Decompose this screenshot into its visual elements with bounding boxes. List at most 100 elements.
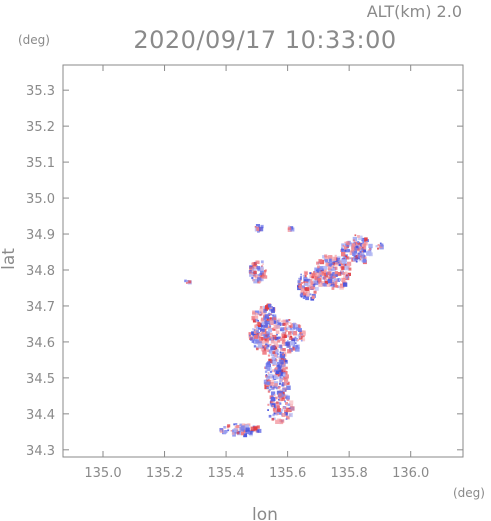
echo-cell [269, 325, 272, 328]
echo-cell [298, 284, 300, 286]
echo-cell [251, 268, 257, 273]
echo-cell [259, 227, 264, 232]
echo-cell [271, 356, 275, 360]
echo-cell [295, 344, 300, 349]
echo-cell [252, 271, 255, 274]
echo-cell [306, 278, 311, 283]
x-unit-label: (deg) [453, 486, 485, 500]
echo-cell [258, 331, 260, 334]
echo-cell [278, 336, 281, 340]
echo-cell [281, 320, 283, 323]
x-tick-label: 135.8 [331, 466, 368, 481]
y-tick-label: 35.2 [26, 120, 55, 135]
echo-cell [289, 328, 295, 334]
echo-cell [331, 284, 335, 288]
echo-cell [245, 427, 250, 432]
echo-cell [257, 428, 262, 433]
x-tick-label: 136.0 [392, 466, 429, 481]
echo-cell [352, 236, 358, 242]
y-tick-label: 34.6 [26, 336, 55, 351]
echo-cell [271, 405, 274, 408]
echo-cell [357, 242, 361, 245]
echo-cell [322, 255, 326, 259]
echo-cell [261, 278, 264, 282]
echo-cell [249, 271, 252, 275]
echo-cell [253, 329, 256, 331]
echo-cell [284, 335, 287, 338]
echo-cell [294, 338, 299, 342]
echo-cell [265, 326, 268, 330]
echo-cell [284, 412, 288, 416]
echo-cell [285, 395, 290, 400]
echo-cell [256, 226, 261, 231]
echo-cell [328, 269, 331, 272]
echo-cell [280, 356, 284, 360]
echo-cell [270, 345, 276, 350]
echo-cell [325, 263, 328, 266]
y-unit-label: (deg) [18, 33, 50, 47]
echo-cell [274, 369, 277, 372]
echo-cell [267, 403, 270, 406]
echo-cell [325, 278, 328, 281]
echo-cell [288, 334, 292, 337]
echo-cell [254, 275, 259, 279]
echo-cell [278, 366, 281, 370]
echo-cell [265, 334, 268, 337]
y-tick-label: 34.5 [26, 372, 55, 387]
echo-cell [340, 269, 344, 273]
echo-cell [184, 279, 187, 283]
echo-cell [276, 401, 279, 404]
echo-cell [297, 280, 301, 284]
echo-cell [255, 324, 259, 328]
echo-cell [334, 254, 337, 258]
echo-cell [364, 237, 368, 241]
echo-cell [293, 322, 295, 325]
echo-cell [287, 399, 289, 401]
echo-cell [296, 339, 299, 342]
echo-cell [312, 283, 316, 287]
echo-cell [284, 370, 287, 373]
echo-cell [309, 293, 312, 296]
echo-cell [276, 405, 280, 409]
echo-cell [290, 323, 294, 327]
echo-cell [248, 430, 253, 435]
echo-cell [352, 252, 356, 256]
echo-cell [314, 275, 319, 280]
echo-cell [316, 261, 320, 265]
echo-cell [380, 243, 384, 247]
echo-cell [276, 333, 278, 336]
echo-cell [261, 336, 265, 341]
echo-cell [287, 409, 291, 413]
echo-cell [323, 265, 328, 270]
echo-cell [351, 246, 356, 251]
echo-cell [282, 353, 285, 356]
echo-cell [223, 430, 227, 434]
echo-cell [344, 241, 346, 244]
echo-cell [270, 404, 273, 407]
echo-cell [355, 245, 359, 248]
echo-cell [280, 408, 284, 412]
echo-cell [274, 367, 278, 371]
echo-cell [272, 407, 277, 412]
echo-cell [343, 255, 347, 259]
echo-cell [289, 404, 293, 408]
echo-cell [285, 418, 288, 420]
echo-cell [247, 431, 250, 434]
echo-cell [289, 322, 292, 324]
echo-cell [304, 279, 307, 282]
echo-cell [300, 295, 303, 298]
echo-cell [255, 326, 259, 330]
echo-cell [252, 319, 257, 323]
echo-cell [311, 273, 316, 277]
echo-cell [363, 243, 367, 247]
echo-cell [275, 396, 278, 400]
echo-cell [280, 337, 284, 341]
echo-cell [290, 227, 295, 232]
echo-cell [281, 330, 286, 334]
echo-cell [264, 270, 267, 273]
echo-cell [285, 366, 288, 370]
echo-cell [276, 408, 281, 412]
echo-cell [271, 340, 275, 344]
echo-cell [255, 330, 259, 334]
echo-cell [288, 412, 293, 418]
